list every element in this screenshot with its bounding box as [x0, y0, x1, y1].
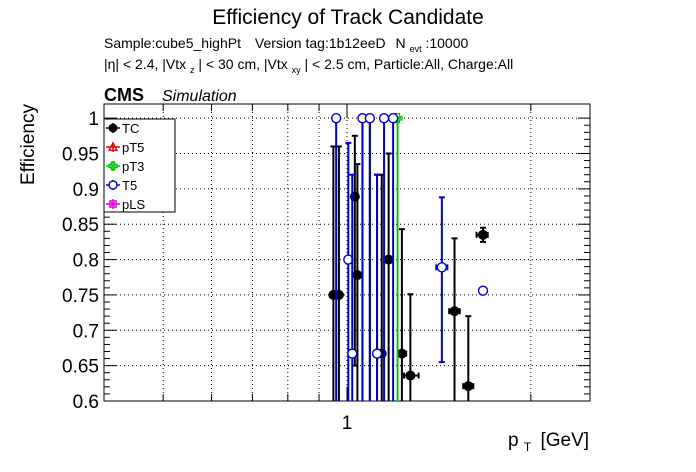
grid [103, 104, 590, 402]
y-tick-label: 1 [88, 109, 99, 130]
cms-label: CMS [104, 85, 144, 105]
point-t5 [435, 196, 449, 364]
legend-marker-t5 [108, 180, 118, 190]
marker-tc [352, 270, 363, 281]
marker-square [109, 200, 117, 208]
legend-label-tc: TC [122, 121, 139, 136]
point-tc [383, 152, 394, 401]
cut-part-1: |η| < 2.4, |Vtx [104, 56, 186, 72]
subtitle-line-2: |η| < 2.4, |Vtx z | < 30 cm, |Vtx xy | <… [104, 56, 513, 76]
y-tick-label: 0.75 [62, 286, 99, 307]
y-tick-label: 0.7 [73, 321, 99, 342]
marker-t5 [347, 348, 358, 359]
marker-tc [449, 306, 460, 317]
marker-t5 [371, 348, 383, 359]
x-axis-label: p T [GeV] [508, 430, 589, 456]
marker-t5 [477, 285, 489, 296]
version-label: Version tag:1b12eeD [255, 35, 386, 51]
y-tick-label: 0.65 [62, 357, 99, 378]
legend-entry-pt3: pT3 [106, 159, 144, 174]
point-tc [403, 293, 420, 401]
x-tick-label: 1 [342, 413, 353, 434]
point-pt3 [392, 112, 403, 401]
x-axis-label-main: p [508, 430, 519, 451]
simulation-label: Simulation [162, 88, 237, 105]
cut-part-2: | < 30 cm, |Vtx [198, 56, 287, 72]
axes: 1 0.95 0.9 0.85 0.8 0.75 0.7 0.65 0.6 1 [62, 103, 591, 434]
n-events-value: :10000 [425, 35, 468, 51]
data-series [328, 112, 489, 401]
point-tc [448, 237, 461, 401]
legend-entry-tc: TC [106, 121, 139, 136]
marker-t5 [378, 112, 390, 124]
marker-t5 [436, 262, 448, 273]
marker-tc [383, 254, 394, 265]
marker-tc [478, 229, 489, 240]
point-t5 [330, 112, 342, 401]
n-events-label: N [396, 35, 406, 51]
y-tick-label: 0.9 [73, 180, 99, 201]
legend: TC pT5 pT3 T5 pLS [103, 118, 176, 213]
marker-tc [396, 348, 407, 359]
subtitle-line-1: Sample:cube5_highPt Version tag:1b12eeD … [104, 35, 469, 55]
y-tick-label: 0.8 [73, 251, 99, 272]
point-t5 [364, 112, 376, 401]
point-t5 [378, 112, 390, 401]
x-axis-label-unit: [GeV] [540, 430, 589, 451]
y-tick-label: 0.95 [62, 145, 99, 166]
point-tc [475, 226, 489, 243]
point-t5 [347, 173, 358, 401]
point-t5 [387, 112, 399, 401]
legend-marker-pt5 [107, 141, 119, 151]
point-t5 [371, 173, 383, 401]
y-tick-label: 0.85 [62, 215, 99, 236]
marker-t5 [330, 112, 342, 124]
cut-sub-2: xy [292, 65, 302, 75]
legend-marker-tc [108, 123, 118, 133]
x-axis-label-sub: T [524, 440, 532, 454]
chart-title: Efficiency of Track Candidate [212, 6, 484, 29]
marker-tc [405, 370, 416, 381]
marker-tc [463, 381, 474, 392]
legend-marker-pls [109, 200, 117, 208]
marker-diag [109, 200, 117, 208]
marker-t5 [364, 112, 376, 124]
legend-entry-t5: T5 [106, 178, 137, 193]
legend-marker-pt3 [108, 161, 118, 171]
point-tc [396, 228, 408, 401]
marker-t5 [387, 112, 399, 124]
y-axis-label: Efficiency [18, 104, 39, 185]
point-t5 [477, 285, 489, 296]
cut-part-3: | < 2.5 cm, Particle:All, Charge:All [305, 56, 514, 72]
n-events-sub: evt [410, 44, 423, 54]
sample-label: Sample:cube5_highPt [104, 35, 241, 51]
legend-label-pt3: pT3 [122, 159, 144, 174]
legend-label-pt5: pT5 [122, 140, 144, 155]
legend-label-pls: pLS [122, 197, 145, 212]
point-tc [462, 315, 475, 401]
cut-sub-1: z [190, 65, 195, 75]
y-tick-label: 0.6 [73, 392, 99, 413]
legend-entries: TC pT5 pT3 T5 pLS [106, 121, 145, 212]
legend-entry-pls: pLS [106, 197, 145, 212]
legend-label-t5: T5 [122, 178, 137, 193]
legend-entry-pt5: pT5 [106, 140, 144, 155]
